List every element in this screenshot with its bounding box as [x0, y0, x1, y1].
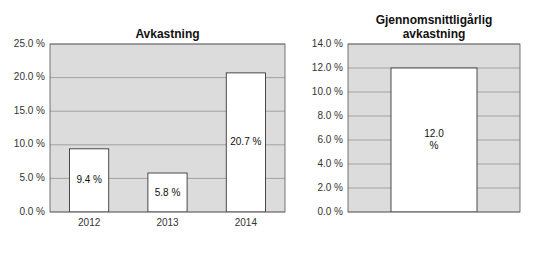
x-tick-label: 2014: [235, 217, 258, 228]
y-tick-label: 6.0 %: [317, 134, 343, 145]
chart-panel: 0.0 % 5.0 % 10.0 % 15.0 % 20.0 % 25.0 % 9.4 % 5…: [14, 27, 285, 228]
data-label-line: 5.8 %: [155, 186, 181, 197]
chart-title: Gjennomsnittligårligavkastning: [376, 13, 493, 41]
data-labels: 12.0%: [424, 128, 444, 151]
chart-title-line: Avkastning: [135, 27, 199, 41]
chart-title-line: avkastning: [403, 27, 466, 41]
x-tick-label: 2012: [78, 217, 101, 228]
y-tick-label: 5.0 %: [19, 172, 45, 183]
data-label: 5.8 %: [155, 186, 181, 197]
plot-frame: [50, 44, 285, 212]
y-tick-label: 25.0 %: [14, 38, 45, 49]
x-tick-label: 2013: [156, 217, 179, 228]
y-tick-label: 10.0 %: [312, 86, 343, 97]
y-tick-label: 15.0 %: [14, 105, 45, 116]
y-tick-label: 14.0 %: [312, 38, 343, 49]
data-label: 9.4 %: [76, 174, 102, 185]
data-label-line: 9.4 %: [76, 174, 102, 185]
bar: [226, 73, 265, 212]
data-label: 20.7 %: [230, 136, 261, 147]
y-tick-label: 10.0 %: [14, 138, 45, 149]
plot-background: [50, 44, 285, 212]
y-tick-label: 8.0 %: [317, 110, 343, 121]
data-label: 12.0%: [424, 128, 444, 151]
chart-title: Avkastning: [135, 27, 199, 41]
y-tick-label: 0.0 %: [317, 206, 343, 217]
y-tick-label: 2.0 %: [317, 182, 343, 193]
data-labels: 9.4 % 5.8 % 20.7 %: [76, 136, 261, 197]
bars: [391, 68, 477, 212]
y-tick-label: 12.0 %: [312, 62, 343, 73]
bars: [70, 73, 266, 212]
y-tick-label: 20.0 %: [14, 71, 45, 82]
y-tick-label: 4.0 %: [317, 158, 343, 169]
chart-canvas: 0.0 % 5.0 % 10.0 % 15.0 % 20.0 % 25.0 % 9.4 % 5…: [0, 0, 535, 254]
bar: [148, 173, 187, 212]
plot-frame: [348, 44, 520, 212]
bar: [391, 68, 477, 212]
data-label-line: 12.0: [424, 128, 444, 139]
bar: [70, 149, 109, 212]
plot-background: [348, 44, 520, 212]
data-label-line: 20.7 %: [230, 136, 261, 147]
chart-title-line: Gjennomsnittligårlig: [376, 13, 493, 27]
chart-panel: 0.0 % 2.0 % 4.0 % 6.0 % 8.0 % 10.0 % 12.0 % 14.…: [312, 13, 520, 216]
data-label-line: %: [430, 140, 439, 151]
y-tick-label: 0.0 %: [19, 206, 45, 217]
